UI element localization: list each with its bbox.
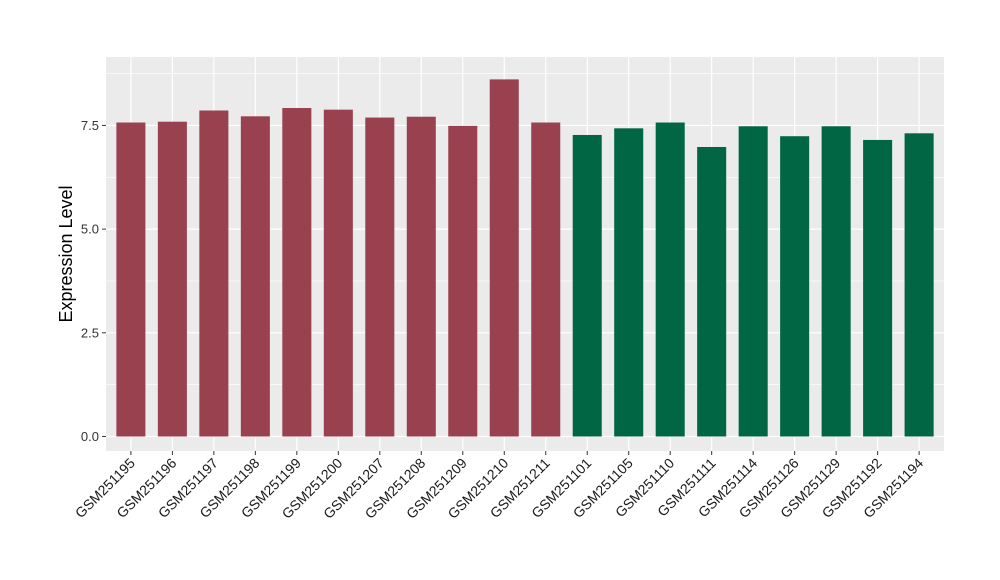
bar-gsm251111 <box>697 146 727 437</box>
y-tick-label: 0.0 <box>81 429 99 444</box>
bar-gsm251210 <box>489 79 519 437</box>
bar-gsm251195 <box>116 122 146 437</box>
y-axis-ticks: 0.0 2.5 5.0 7.5 <box>81 118 106 444</box>
bar-gsm251208 <box>406 116 436 437</box>
bar-gsm251194 <box>904 133 934 437</box>
bar-gsm251129 <box>821 126 851 437</box>
bar-gsm251105 <box>614 128 644 437</box>
bar-gsm251198 <box>240 116 270 437</box>
plot-panel <box>106 57 944 451</box>
bars <box>116 79 934 437</box>
bar-gsm251192 <box>863 139 893 437</box>
y-tick-label: 2.5 <box>81 325 99 340</box>
bar-gsm251200 <box>323 109 353 437</box>
bar-gsm251114 <box>738 126 768 437</box>
bar-gsm251126 <box>780 136 810 437</box>
bar-gsm251197 <box>199 110 229 437</box>
x-axis-ticks: GSM251195GSM251196GSM251197GSM251198GSM2… <box>72 451 926 522</box>
y-tick-label: 5.0 <box>81 222 99 237</box>
bar-gsm251211 <box>531 122 561 437</box>
y-tick-label: 7.5 <box>81 118 99 133</box>
bar-gsm251207 <box>365 117 395 437</box>
y-axis-title: Expression Level <box>56 185 76 322</box>
bar-gsm251101 <box>572 134 602 437</box>
bar-gsm251196 <box>157 121 187 437</box>
bar-gsm251199 <box>282 108 312 437</box>
bar-gsm251209 <box>448 125 478 437</box>
bar-gsm251110 <box>655 122 685 437</box>
